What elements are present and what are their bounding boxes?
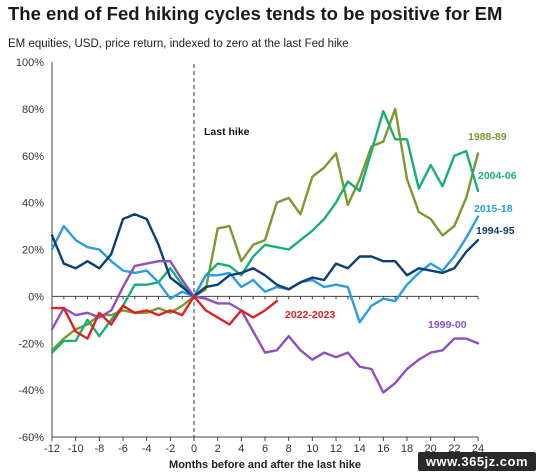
x-tick-label: 2 (215, 443, 221, 455)
x-axis-label: Months before and after the last hike (169, 459, 361, 471)
series-label-1999-00: 1999-00 (428, 319, 467, 331)
chart-series (50, 107, 480, 394)
x-tick-label: -2 (165, 443, 175, 455)
x-tick-label: 4 (238, 443, 244, 455)
y-tick-label: 80% (22, 104, 44, 116)
x-tick-label: 0 (191, 443, 197, 455)
y-tick-label: -40% (18, 385, 44, 397)
y-tick-label: 100% (16, 57, 44, 69)
series-line-1994-95 (50, 213, 480, 298)
x-tick-label: 16 (377, 443, 389, 455)
chart-axes: 100% 80% 60% 40% 20% 0% -20% -40% -60%-12 -10 -8 -6… (16, 57, 484, 471)
y-tick-label: 40% (22, 198, 44, 210)
chart-subtitle: EM equities, USD, price return, indexed … (8, 38, 349, 50)
x-tick-label: -6 (118, 443, 128, 455)
last-hike-label: Last hike (204, 126, 250, 138)
y-tick-label: 0% (28, 291, 44, 303)
y-tick-label: -20% (18, 338, 44, 350)
y-tick-label: -60% (18, 432, 44, 444)
x-tick-label: -8 (94, 443, 104, 455)
series-line-1988-89 (50, 107, 480, 352)
x-tick-label: -4 (142, 443, 152, 455)
y-tick-label: 60% (22, 151, 44, 163)
x-tick-label: 12 (330, 443, 342, 455)
series-line-2022-2023 (50, 295, 278, 340)
x-tick-label: 8 (286, 443, 292, 455)
x-tick-label: 6 (262, 443, 268, 455)
chart-series-labels: 1988-89 2004-06 2015-18 1994-95 1999-00 2022-… (285, 131, 517, 331)
series-label-2022-2023: 2022-2023 (285, 309, 335, 321)
series-label-1994-95: 1994-95 (476, 225, 515, 237)
series-line-1999-00 (50, 260, 480, 394)
series-label-1988-89: 1988-89 (468, 131, 507, 143)
x-tick-label: 18 (401, 443, 413, 455)
x-tick-label: -12 (44, 443, 60, 455)
x-tick-label: -10 (68, 443, 84, 455)
x-tick-label: 14 (354, 443, 366, 455)
series-line-2015-18 (50, 215, 480, 324)
series-label-2004-06: 2004-06 (478, 170, 517, 182)
chart-title: The end of Fed hiking cycles tends to be… (8, 3, 503, 24)
y-tick-label: 20% (22, 245, 44, 257)
series-label-2015-18: 2015-18 (474, 203, 513, 215)
x-tick-label: 10 (306, 443, 318, 455)
watermark-badge: www.365jz.com (417, 452, 536, 471)
